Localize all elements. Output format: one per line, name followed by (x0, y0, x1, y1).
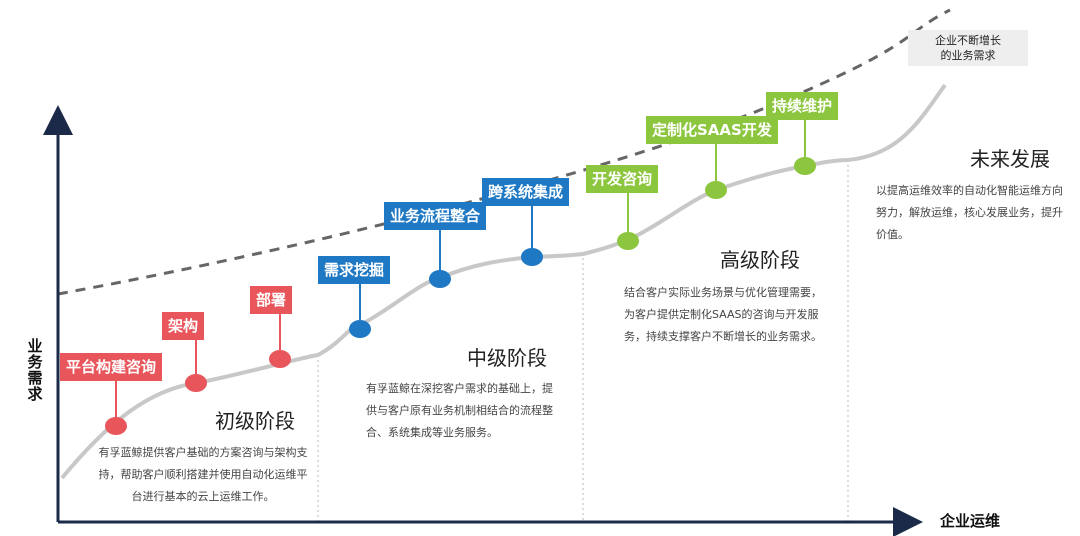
stage-desc-primary: 有孚蓝鲸提供客户基础的方案咨询与架构支持，帮助客户顺利搭建并使用自动化运维平台进… (98, 446, 308, 503)
stage-title-future: 未来发展 (970, 147, 1050, 171)
growing-demand-note: 企业不断增长 的业务需求 (908, 30, 1028, 66)
stage-title-advanced: 高级阶段 (720, 248, 800, 272)
milestone-dot-process-integration (429, 270, 451, 288)
growing-demand-note-line1: 企业不断增长 (935, 34, 1001, 47)
milestone-dot-dev-consulting (617, 232, 639, 250)
milestone-tag-deployment: 部署 (250, 286, 293, 314)
stage-desc-intermediate: 有孚蓝鲸在深挖客户需求的基础上，提供与客户原有业务机制相结合的流程整合、系统集成… (366, 382, 553, 439)
milestone-tag-continuous-maintenance: 持续维护 (766, 92, 839, 120)
milestone-tag-cross-system-integration: 跨系统集成 (482, 178, 570, 206)
stage-desc-advanced: 结合客户实际业务场景与优化管理需要，为客户提供定制化SAAS的咨询与开发服务，持… (624, 286, 822, 343)
growing-demand-note-line2: 的业务需求 (940, 49, 996, 62)
x-axis-label: 企业运维 (940, 512, 1001, 530)
milestone-dot-deployment (269, 350, 291, 368)
stage-title-primary: 初级阶段 (215, 409, 295, 433)
milestone-tag-custom-saas: 定制化SAAS开发 (646, 116, 778, 144)
milestone-dot-requirement-mining (349, 320, 371, 338)
milestone-tag-requirement-mining: 需求挖掘 (318, 256, 391, 284)
milestone-dot-continuous-maintenance (794, 157, 816, 175)
demand-dashed-curve (57, 8, 951, 296)
milestone-dot-cross-system-integration (521, 248, 543, 266)
y-axis-label: 业务需求 (27, 337, 43, 403)
stage-desc-future: 以提高运维效率的自动化智能运维方向努力，解放运维，核心发展业务，提升价值。 (876, 184, 1063, 241)
milestone-dot-architecture (185, 374, 207, 392)
milestone-dot-custom-saas (705, 181, 727, 199)
milestone-tag-architecture: 架构 (162, 312, 205, 340)
milestone-tag-process-integration: 业务流程整合 (384, 202, 487, 230)
milestone-dot-platform-consulting (105, 417, 127, 435)
milestone-tag-platform-consulting: 平台构建咨询 (60, 353, 163, 381)
stage-title-intermediate: 中级阶段 (467, 346, 547, 370)
milestone-tag-dev-consulting: 开发咨询 (586, 165, 659, 193)
